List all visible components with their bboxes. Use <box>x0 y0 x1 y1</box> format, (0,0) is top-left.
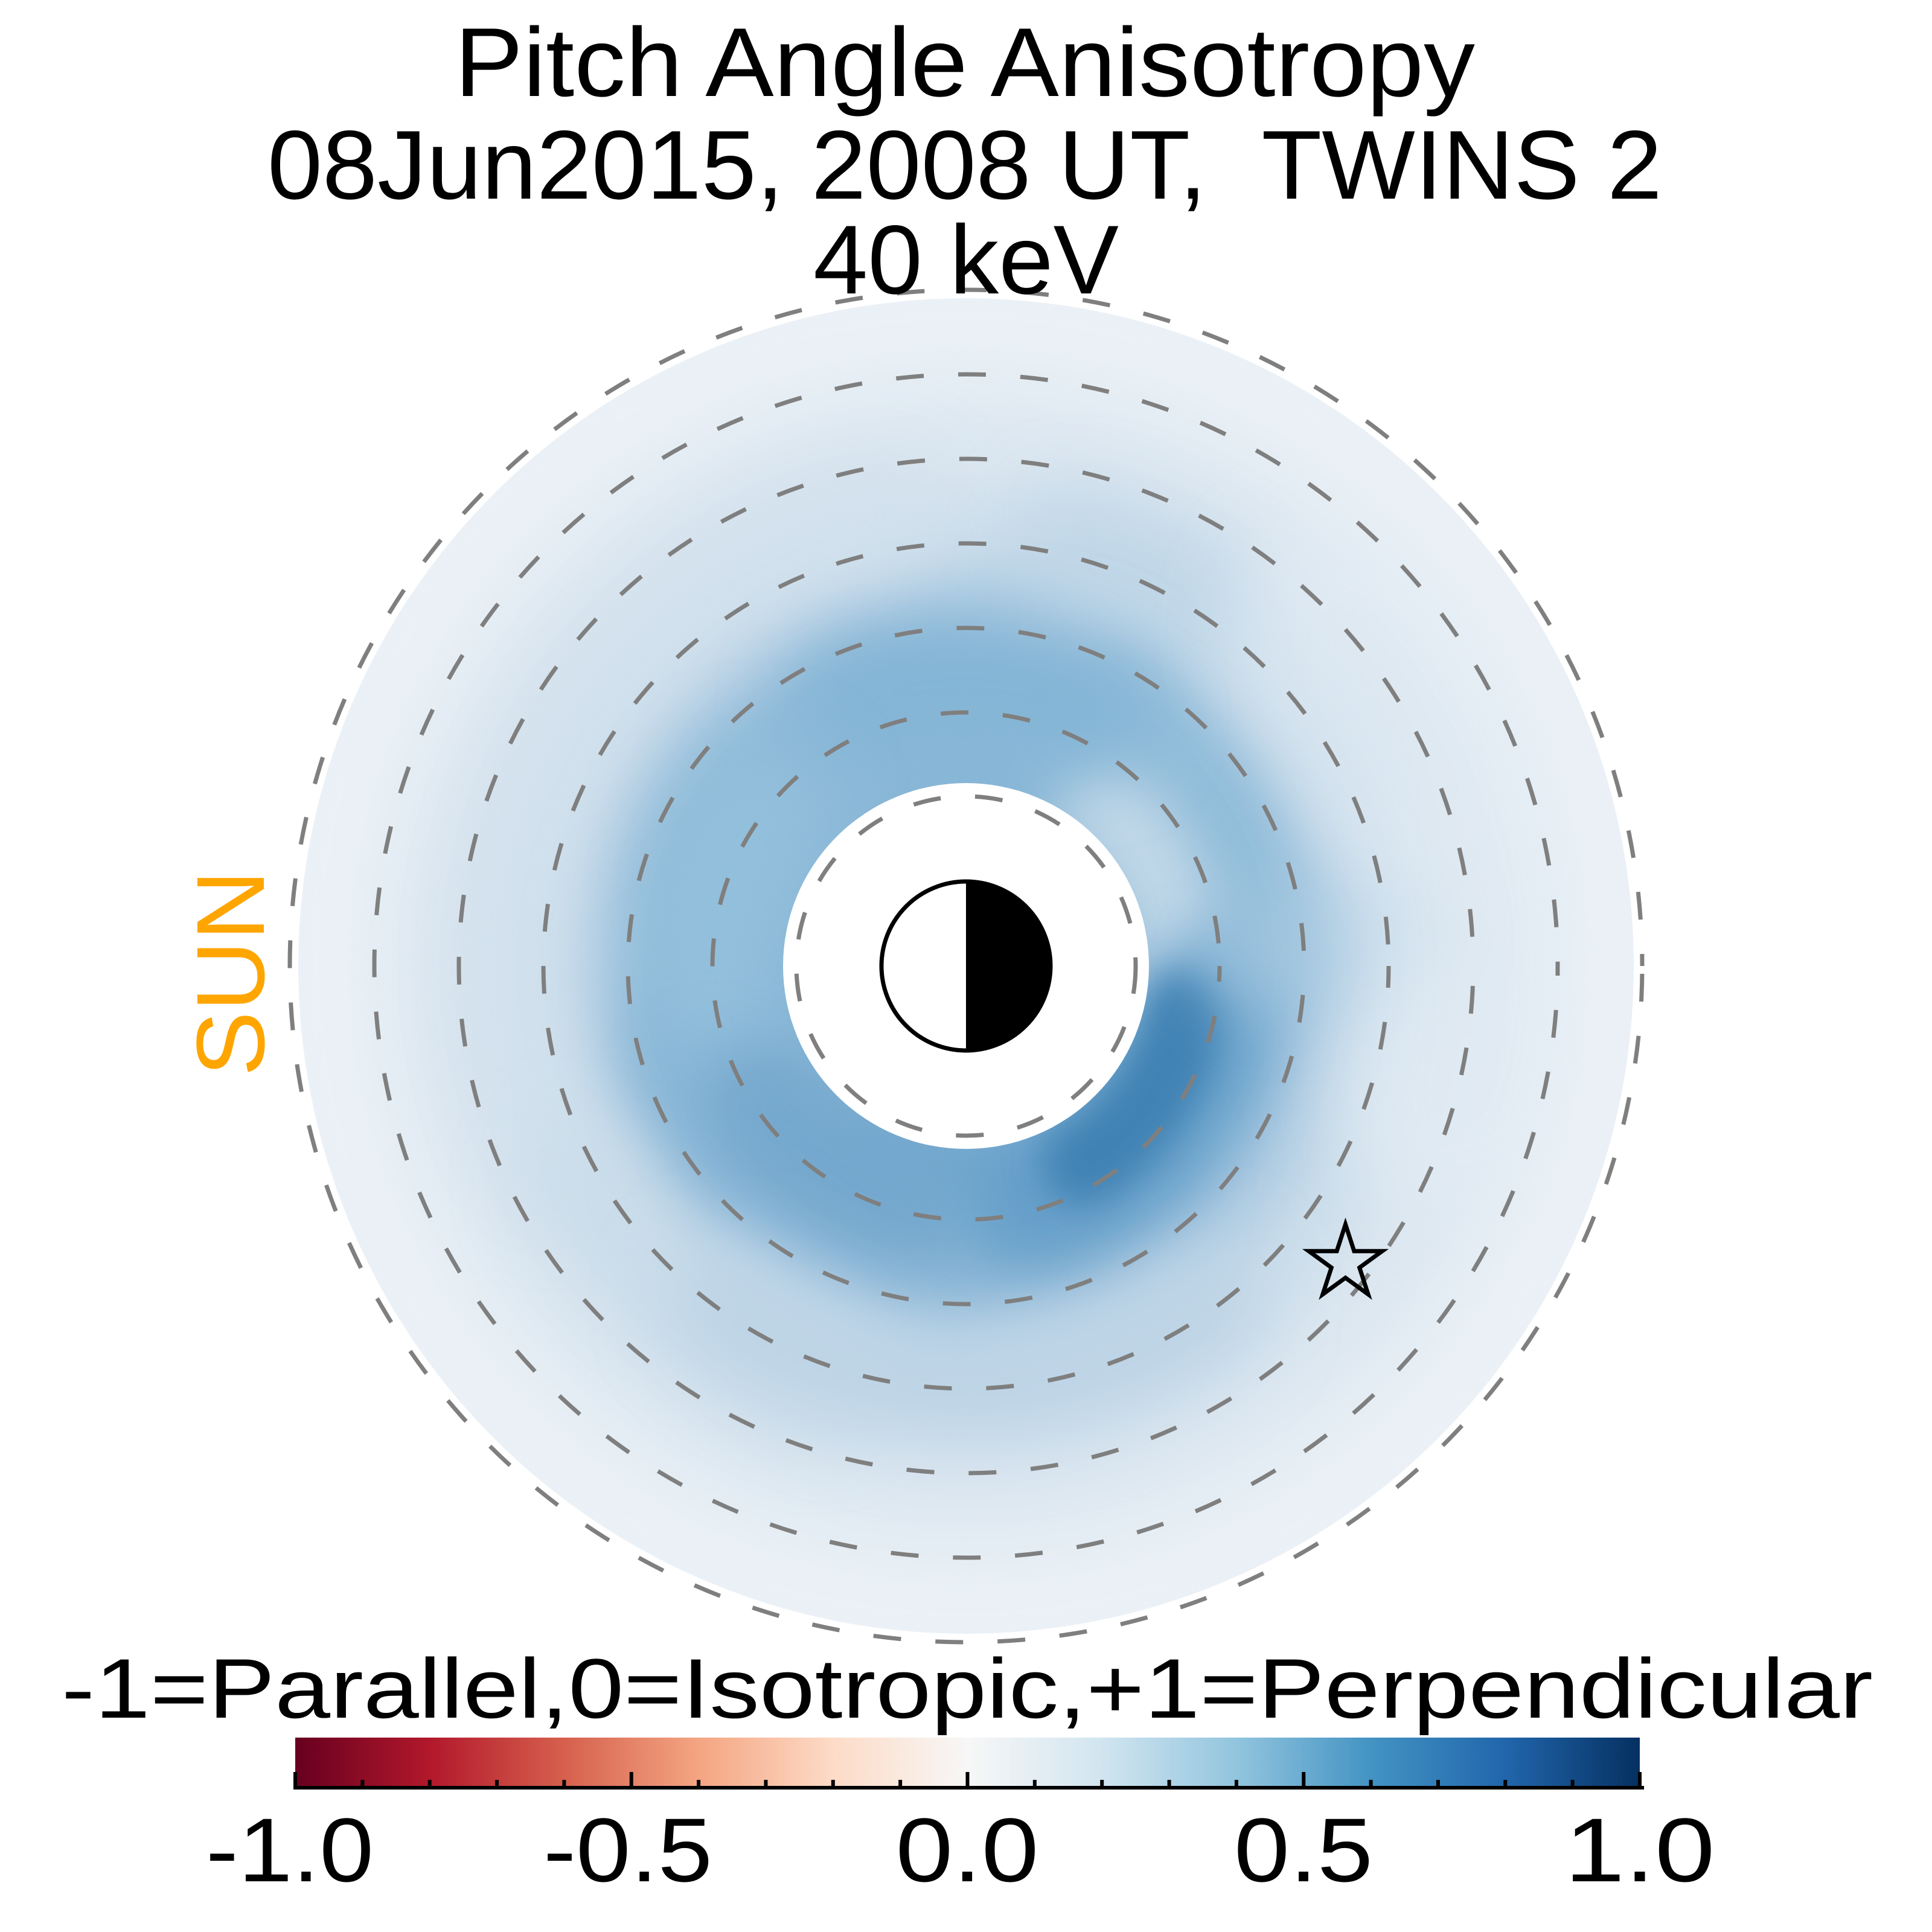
svg-text:1.0: 1.0 <box>1565 1799 1715 1901</box>
svg-text:Pitch Angle Anisotropy: Pitch Angle Anisotropy <box>455 8 1475 117</box>
svg-text:-0.5: -0.5 <box>543 1799 712 1901</box>
svg-text:0.0: 0.0 <box>896 1799 1039 1901</box>
svg-text:08Jun2015, 2008 UT, TWINS 2: 08Jun2015, 2008 UT, TWINS 2 <box>267 110 1662 220</box>
svg-text:40 keV: 40 keV <box>813 205 1119 315</box>
svg-text:0.5: 0.5 <box>1234 1799 1373 1901</box>
svg-text:SUN: SUN <box>176 870 284 1076</box>
svg-text:-1.0: -1.0 <box>206 1799 374 1901</box>
svg-text:-1=Parallel,0=Isotropic,+1=Per: -1=Parallel,0=Isotropic,+1=Perpendicular <box>62 1641 1873 1736</box>
